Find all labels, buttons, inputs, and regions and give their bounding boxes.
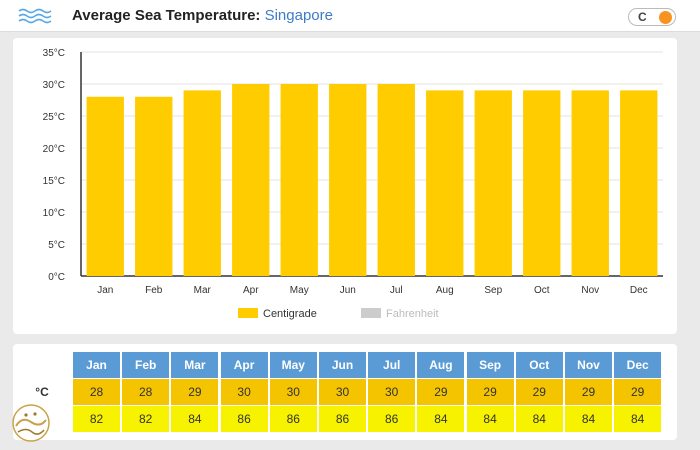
y-tick-label: 25°C: [43, 112, 65, 123]
month-header-cell: Aug: [417, 352, 465, 378]
y-tick-label: 30°C: [43, 80, 65, 91]
celsius-cell: 29: [171, 379, 219, 405]
celsius-cell: 28: [122, 379, 170, 405]
bar-chart: 0°C 5°C 10°C 15°C 20°C 25°C 30°C 35°C Jan Feb Mar A…: [43, 48, 663, 320]
month-header-cell: Jun: [319, 352, 366, 378]
watermark-logo: [12, 404, 50, 442]
bar-jan: [86, 96, 124, 276]
celsius-cell: 29: [565, 379, 612, 405]
fahrenheit-cell: 82: [122, 406, 170, 432]
y-tick-label: 0°C: [48, 272, 65, 283]
fahrenheit-cell: 84: [515, 406, 563, 432]
toggle-knob-icon: [659, 11, 672, 24]
celsius-cell: 29: [417, 379, 465, 405]
month-header-cell: Apr: [220, 352, 268, 378]
fahrenheit-cell: 84: [171, 406, 219, 432]
celsius-cell: 30: [269, 379, 317, 405]
x-tick-label: Apr: [243, 285, 259, 296]
bar-dec: [620, 90, 658, 277]
y-tick-label: 15°C: [43, 176, 65, 187]
y-tick-label: 20°C: [43, 144, 65, 155]
celsius-cell: 30: [319, 379, 366, 405]
month-header-cell: Nov: [565, 352, 612, 378]
unit-toggle-label: C: [638, 10, 647, 24]
fahrenheit-cell: 86: [368, 406, 416, 432]
fahrenheit-cell: 86: [220, 406, 268, 432]
x-tick-label: Oct: [534, 285, 550, 296]
bar-mar: [183, 90, 221, 277]
y-tick-label: 35°C: [43, 48, 65, 59]
x-tick-label: Nov: [581, 285, 599, 296]
fahrenheit-cell: 84: [466, 406, 514, 432]
chart-card: 0°C 5°C 10°C 15°C 20°C 25°C 30°C 35°C Jan Feb Mar A…: [13, 38, 677, 334]
celsius-row: °C 28 28 29 30 30 30 30 29 29 29 29 29: [13, 379, 677, 407]
unit-toggle[interactable]: C: [628, 8, 676, 26]
fahrenheit-cell: 84: [417, 406, 465, 432]
legend-label-centigrade: Centigrade: [263, 308, 317, 320]
fahrenheit-cell: 84: [614, 406, 662, 432]
title-text: Average Sea Temperature:: [72, 7, 261, 24]
bar-jul: [377, 84, 415, 276]
celsius-cell: 30: [368, 379, 416, 405]
x-tick-label: Mar: [194, 285, 212, 296]
fahrenheit-cell: 82: [73, 406, 120, 432]
bar-feb: [135, 96, 173, 276]
legend-swatch-fahrenheit: [361, 308, 381, 318]
month-header-cell: Mar: [171, 352, 219, 378]
bar-nov: [571, 90, 609, 277]
page-title: Average Sea Temperature: Singapore: [72, 7, 333, 24]
fahrenheit-cell: 86: [319, 406, 366, 432]
y-tick-label: 10°C: [43, 208, 65, 219]
fahrenheit-cell: 84: [565, 406, 612, 432]
x-tick-label: Aug: [436, 285, 454, 296]
month-header-cell: Jul: [368, 352, 416, 378]
legend-label-fahrenheit: Fahrenheit: [386, 308, 439, 320]
waves-icon: [18, 8, 52, 24]
month-header-cell: May: [269, 352, 317, 378]
month-header-cell: Sep: [466, 352, 514, 378]
x-tick-label: Dec: [630, 285, 648, 296]
celsius-cell: 28: [73, 379, 120, 405]
celsius-cell: 29: [614, 379, 662, 405]
bar-aug: [426, 90, 464, 277]
bar-apr: [232, 84, 270, 276]
fahrenheit-cell: 86: [269, 406, 317, 432]
x-tick-label: Jun: [340, 285, 356, 296]
x-tick-label: Jul: [390, 285, 403, 296]
table-header-row: Jan Feb Mar Apr May Jun Jul Aug Sep Oct Nov Dec: [13, 352, 677, 380]
celsius-row-label: °C: [35, 385, 49, 399]
x-tick-label: May: [290, 285, 309, 296]
month-header-cell: Oct: [515, 352, 563, 378]
month-header-cell: Jan: [73, 352, 120, 378]
bar-sep: [474, 90, 512, 277]
x-tick-label: Sep: [484, 285, 502, 296]
month-header-cell: Dec: [614, 352, 662, 378]
bar-jun: [329, 84, 367, 276]
month-header-cell: Feb: [122, 352, 170, 378]
bar-may: [280, 84, 318, 276]
celsius-cell: 30: [220, 379, 268, 405]
location-name: Singapore: [264, 7, 333, 24]
celsius-cell: 29: [466, 379, 514, 405]
bar-oct: [523, 90, 561, 277]
temperature-table: Jan Feb Mar Apr May Jun Jul Aug Sep Oct Nov Dec °C …: [13, 344, 677, 440]
x-tick-label: Jan: [97, 285, 113, 296]
y-tick-label: 5°C: [48, 240, 65, 251]
x-tick-label: Feb: [145, 285, 163, 296]
legend-swatch-centigrade: [238, 308, 258, 318]
header-bar: Average Sea Temperature: Singapore C: [0, 0, 700, 32]
celsius-cell: 29: [515, 379, 563, 405]
